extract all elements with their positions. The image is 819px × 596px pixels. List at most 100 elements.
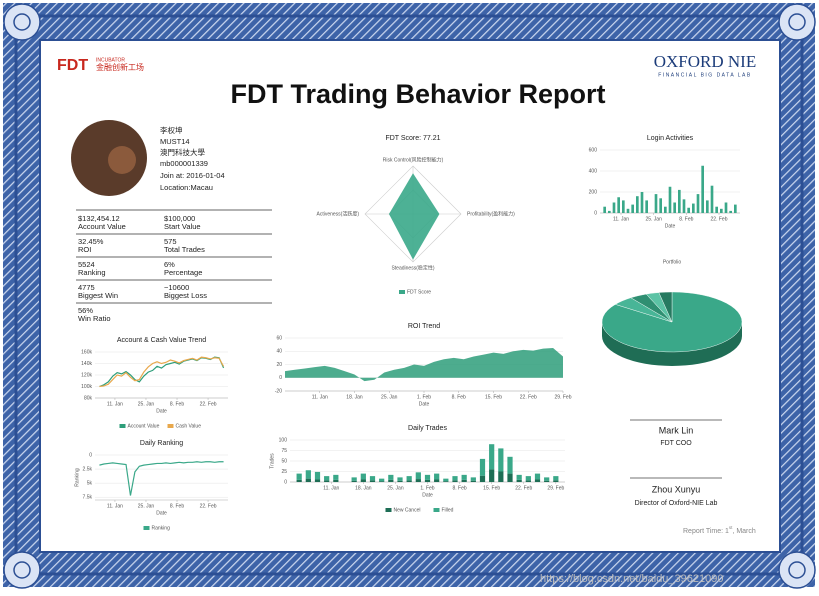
bar [507,473,513,482]
x-tick-label: 25. Jan [381,394,398,400]
bar [406,476,412,481]
y-axis-title: Ranking [74,468,80,487]
corner-ornaments [3,3,816,589]
bar [706,200,709,213]
bar [701,165,704,213]
avatar-detail [108,146,136,174]
bar [729,210,732,213]
x-tick-label: 22. Feb [711,216,728,222]
bar [397,480,403,482]
x-tick-label: 8. Feb [452,394,466,400]
bar [617,197,620,213]
radar-axis-label: Profitability(盈利能力) [467,210,515,217]
bar [553,480,559,482]
bar [452,476,458,481]
legend-label: FDT Score [407,289,431,295]
stat-label: Biggest Loss [164,291,207,300]
x-tick-label: 11. Jan [107,503,123,509]
x-tick-label: 25. Jan [645,216,662,222]
bar [415,472,421,480]
bar [379,481,385,482]
bar [314,479,321,482]
x-tick-label: 29. Feb [555,394,572,400]
bar [479,475,486,482]
profile-name: 李权坤 [160,125,183,135]
y-tick-label: 160k [81,349,92,355]
profile-location: Location:Macau [160,183,213,192]
bar [696,194,700,213]
legend-label: Account Value [128,423,160,429]
y-tick-label: 40 [276,349,282,355]
y-tick-label: 600 [589,147,598,153]
x-tick-label: 22. Feb [515,485,532,491]
y-tick-label: -20 [275,388,282,394]
bar [360,479,366,482]
bar [324,476,330,481]
bar [553,476,559,481]
bar [710,185,714,213]
logo-left-cn: 金融创新工场 [96,62,144,72]
legend-swatch [385,508,392,512]
x-tick-label: 15. Feb [485,394,502,400]
profile-school: 澳門科技大學 [160,147,205,157]
bar [682,199,686,213]
y-tick-label: 200 [589,189,598,195]
signature-role: Director of Oxford-NIE Lab [635,500,718,507]
x-axis-title: Date [422,492,433,498]
bar [415,479,421,482]
stat-value: $132,454.12 [78,214,120,223]
bar [470,480,476,482]
chart-title: Daily Ranking [140,440,183,447]
bar [544,477,550,481]
logo-right: OXFORD NIE [654,52,756,71]
stat-value: −10600 [164,283,189,292]
bar [305,478,311,482]
x-tick-label: 22. Feb [200,401,217,407]
bar [534,473,541,480]
bar [622,200,625,213]
y-tick-label: 7.5k [83,495,93,501]
bar [608,210,611,213]
y-tick-label: 0 [89,452,92,458]
y-tick-label: 120k [81,372,92,378]
pie-side [602,322,742,366]
x-tick-label: 29. Feb [547,485,564,491]
logo-left: FDT [57,57,88,74]
bar [673,202,676,213]
bar [640,192,644,213]
radar-axis-label: Activeness(活跃度) [316,210,359,217]
radar-area [389,173,440,260]
bar [296,473,302,480]
profile-account: mb000001339 [160,159,208,168]
bar [406,480,412,482]
bar [434,479,440,482]
stat-value: 5524 [78,260,95,269]
bar [516,479,522,482]
stat-label: Total Trades [164,245,205,254]
y-tick-label: 0 [279,375,282,381]
bar [498,448,504,472]
x-tick-label: 18. Jan [355,485,372,491]
y-tick-label: 75 [281,448,287,454]
legend-label: Cash Value [176,423,202,429]
x-tick-label: 11. Jan [107,401,123,407]
bar [470,477,476,481]
legend-swatch [399,290,405,294]
x-tick-label: 8. Feb [679,216,693,222]
stat-label: Win Ratio [78,314,111,323]
bar [443,481,449,482]
y-tick-label: 0 [284,479,287,485]
y-tick-label: 400 [589,168,598,174]
x-tick-label: 11. Jan [613,216,629,222]
report-time: Report Time: 1st, March [683,525,756,535]
report-time-month: , March [732,528,755,535]
legend-swatch [167,424,174,428]
bar [397,477,403,481]
report-time-text: Report Time: 1 [683,528,729,535]
profile-id: MUST14 [160,137,190,146]
x-axis-title: Date [665,223,676,229]
bar [659,198,662,213]
stat-value: 4775 [78,283,95,292]
profile: 李权坤 MUST14 澳門科技大學 mb000001339 Join at: 2… [160,125,225,192]
